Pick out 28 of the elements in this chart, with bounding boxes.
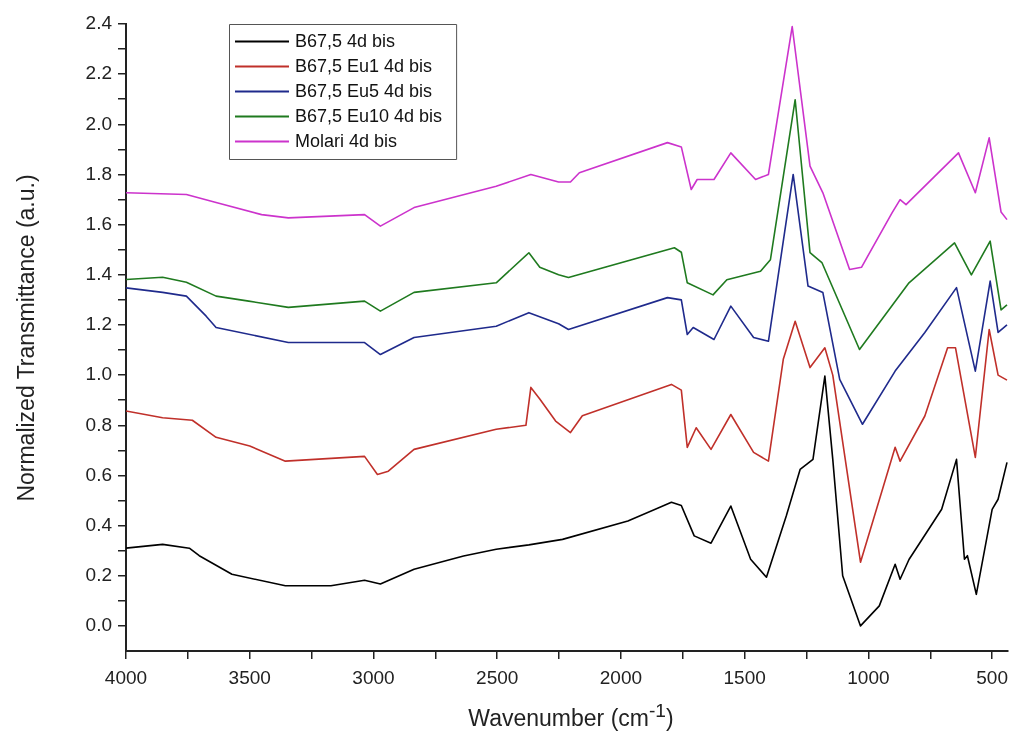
y-tick-label: 2.2 (85, 62, 112, 84)
y-tick-label: 1.8 (85, 162, 112, 184)
y-tick-label: 0.0 (85, 614, 112, 636)
y-tick-label: 1.2 (85, 313, 112, 335)
y-tick-label: 1.4 (85, 263, 113, 285)
y-tick-label: 0.2 (85, 563, 112, 585)
y-tick-label: 0.6 (85, 463, 112, 485)
y-axis-title: Normalized Transmittance (a.u.) (12, 174, 40, 502)
legend-label: B67,5 Eu10 4d bis (295, 106, 443, 127)
x-tick-label: 3000 (352, 666, 395, 688)
y-tick-label: 1.0 (85, 363, 112, 385)
x-tick-label: 2000 (599, 666, 643, 688)
x-axis-title: Wavenumber (cm$^{-1}$) (467, 700, 675, 732)
legend-label: B67,5 Eu5 4d bis (295, 81, 433, 102)
y-tick-label: 1.6 (85, 212, 112, 234)
x-tick-label: 500 (976, 666, 1008, 688)
y-tick-label: 2.4 (85, 12, 113, 34)
x-tick-label: 4000 (104, 666, 148, 688)
legend-label: B67,5 4d bis (295, 31, 396, 52)
legend-label: B67,5 Eu1 4d bis (295, 56, 433, 77)
x-tick-label: 1500 (723, 666, 766, 688)
y-tick-label: 2.0 (85, 112, 112, 134)
legend-label: Molari 4d bis (295, 131, 398, 152)
x-tick-label: 3500 (228, 666, 271, 688)
x-tick-label: 2500 (476, 666, 519, 688)
x-tick-label: 1000 (847, 666, 890, 688)
y-tick-label: 0.4 (85, 513, 113, 535)
y-tick-label: 0.8 (85, 413, 112, 435)
